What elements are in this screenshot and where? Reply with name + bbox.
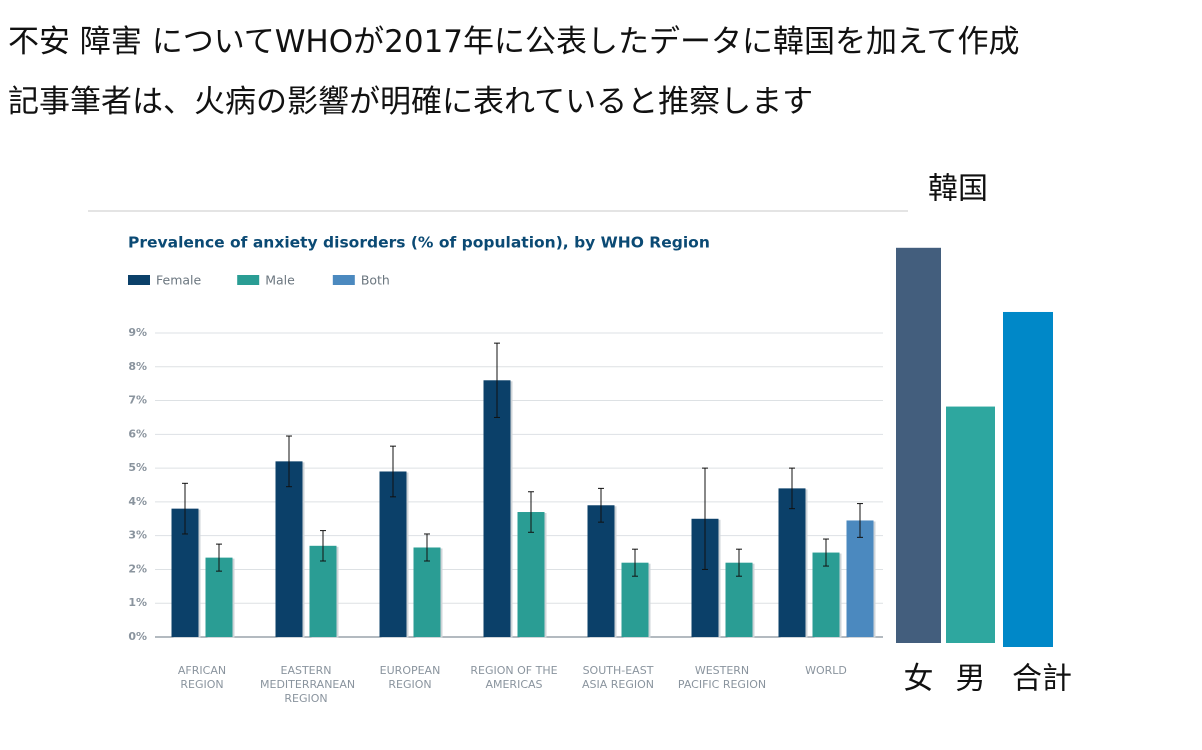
error-bar: [702, 467, 708, 570]
error-bar: [598, 487, 604, 523]
legend-swatch: [128, 275, 150, 285]
korea-label: 合計: [1012, 662, 1072, 697]
error-bar: [528, 491, 534, 533]
x-tick-label: AFRICAN REGION: [177, 664, 227, 691]
y-tick-label: 4%: [128, 495, 147, 508]
korea-label: 女: [904, 662, 934, 697]
korea-bar: [946, 406, 995, 643]
chart-title: Prevalence of anxiety disorders (% of po…: [128, 234, 710, 252]
legend-label: Both: [361, 273, 390, 288]
error-bar: [424, 533, 430, 562]
bar: [413, 547, 441, 637]
error-bar: [182, 482, 188, 535]
y-tick-label: 1%: [128, 596, 147, 609]
error-bar: [789, 467, 795, 510]
error-bar: [390, 445, 396, 498]
y-tick-label: 8%: [128, 360, 147, 373]
korea-label: 男: [956, 662, 986, 697]
header-line: 不安 障害 についてWHOが2017年に公表したデータに韓国を加えて作成: [8, 24, 1020, 60]
y-tick-label: 3%: [128, 529, 147, 542]
bar: [778, 488, 806, 637]
korea-title: 韓国: [928, 172, 988, 207]
legend-label: Male: [265, 273, 295, 288]
bar: [379, 471, 407, 637]
x-tick-label: EASTERN MEDITERRANEAN REGION: [260, 664, 356, 705]
y-tick-label: 0%: [128, 630, 147, 643]
error-bar: [736, 548, 742, 577]
error-bar: [857, 503, 863, 538]
bar: [587, 505, 615, 637]
x-tick-label: REGION OF THE AMERICAS: [470, 664, 558, 691]
y-tick-label: 9%: [128, 326, 147, 339]
x-tick-label: WORLD: [805, 664, 847, 677]
y-tick-label: 5%: [128, 461, 147, 474]
bar: [517, 512, 545, 637]
y-tick-label: 7%: [128, 394, 147, 407]
bar: [846, 520, 874, 637]
x-tick-label: WESTERN PACIFIC REGION: [677, 664, 767, 691]
header-line: 記事筆者は、火病の影響が明確に表れていると推察します: [8, 84, 814, 120]
y-tick-label: 6%: [128, 427, 147, 440]
x-tick-label: EUROPEAN REGION: [379, 664, 441, 691]
error-bar: [823, 538, 829, 567]
legend-label: Female: [156, 273, 202, 288]
bar: [275, 461, 303, 637]
korea-bar: [1003, 311, 1053, 647]
error-bar: [632, 548, 638, 577]
error-bar: [286, 435, 292, 488]
error-bar: [494, 342, 500, 418]
bar: [812, 552, 840, 637]
error-bar: [216, 543, 222, 572]
legend-swatch: [237, 275, 260, 285]
korea-bar: [896, 247, 941, 644]
bar: [483, 380, 511, 637]
error-bar: [320, 530, 326, 562]
y-tick-label: 2%: [128, 562, 147, 575]
legend-swatch: [332, 275, 355, 285]
x-tick-label: SOUTH-EAST ASIA REGION: [581, 664, 655, 691]
